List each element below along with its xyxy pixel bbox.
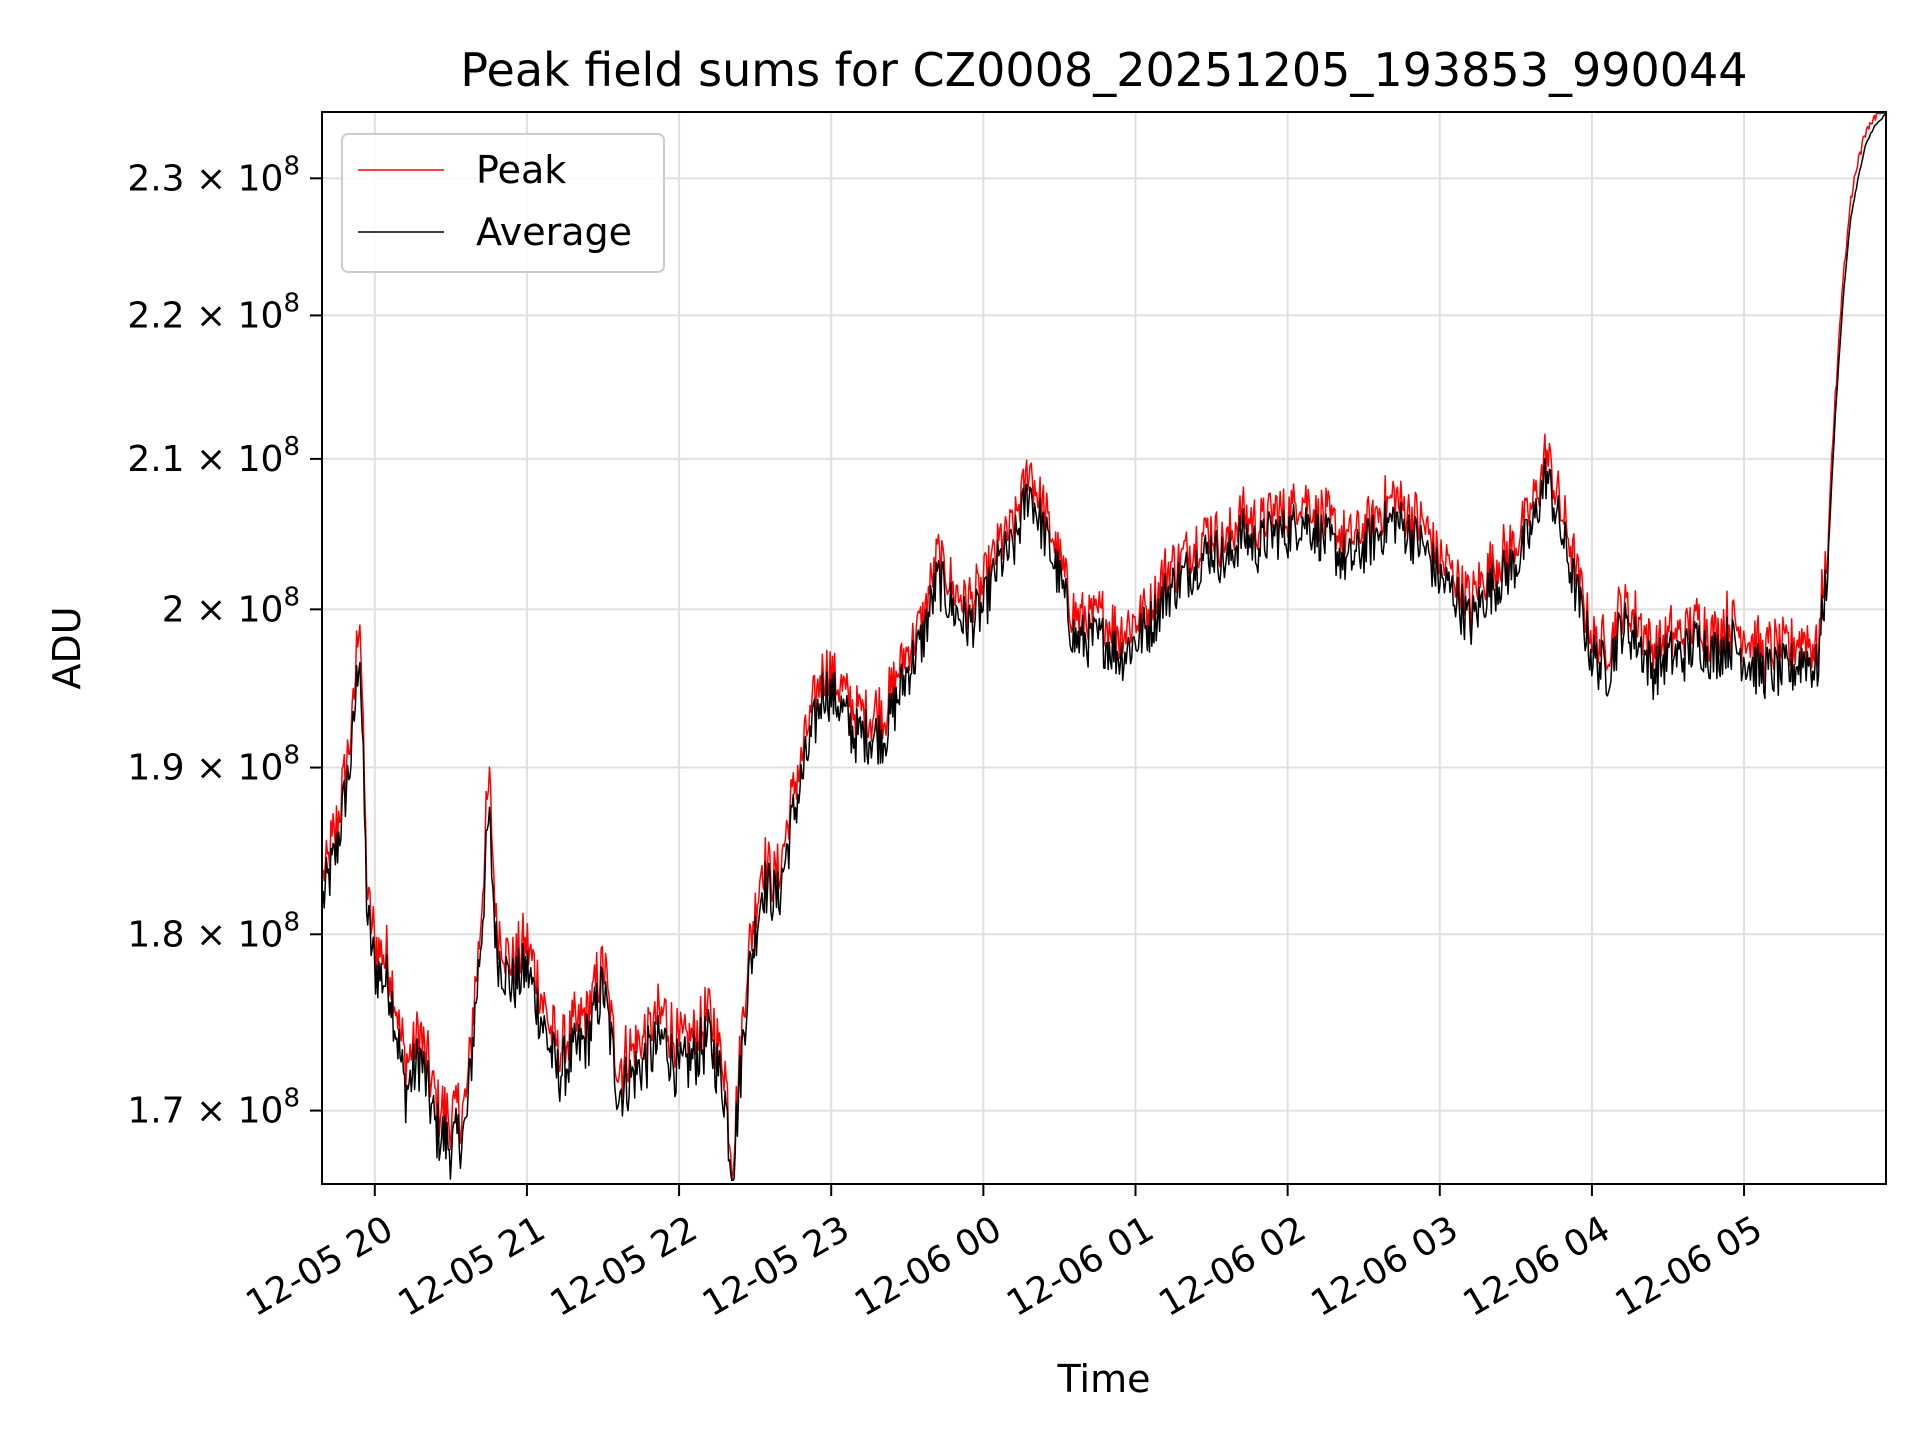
legend: Peak Average: [341, 133, 665, 273]
plot-lines: [322, 112, 1887, 1182]
plot-frame: [321, 111, 1887, 1185]
y-tick-label: 1.9 × 108: [127, 741, 300, 789]
y-tick-label: 1.8 × 108: [127, 907, 300, 955]
grid: [322, 112, 1886, 1184]
y-tick-label: 2 × 108: [162, 582, 300, 630]
chart-title: Peak field sums for CZ0008_20251205_1938…: [460, 43, 1747, 97]
y-axis: 1.7 × 108 1.8 × 108 1.9 × 108 2 × 108 2.1 × …: [127, 151, 322, 1132]
series-line-peak: [322, 112, 1886, 1182]
y-tick-label: 2.3 × 108: [127, 151, 300, 199]
y-axis-label: ADU: [45, 606, 89, 689]
y-tick-label: 2.2 × 108: [127, 288, 300, 336]
legend-label-peak: Peak: [476, 148, 566, 192]
y-tick-label: 2.1 × 108: [127, 432, 300, 480]
legend-label-average: Average: [476, 210, 632, 254]
series-line-average: [322, 113, 1887, 1182]
x-axis-label: Time: [1057, 1357, 1151, 1401]
legend-box: [341, 133, 665, 273]
y-tick-label: 1.7 × 108: [127, 1084, 300, 1132]
